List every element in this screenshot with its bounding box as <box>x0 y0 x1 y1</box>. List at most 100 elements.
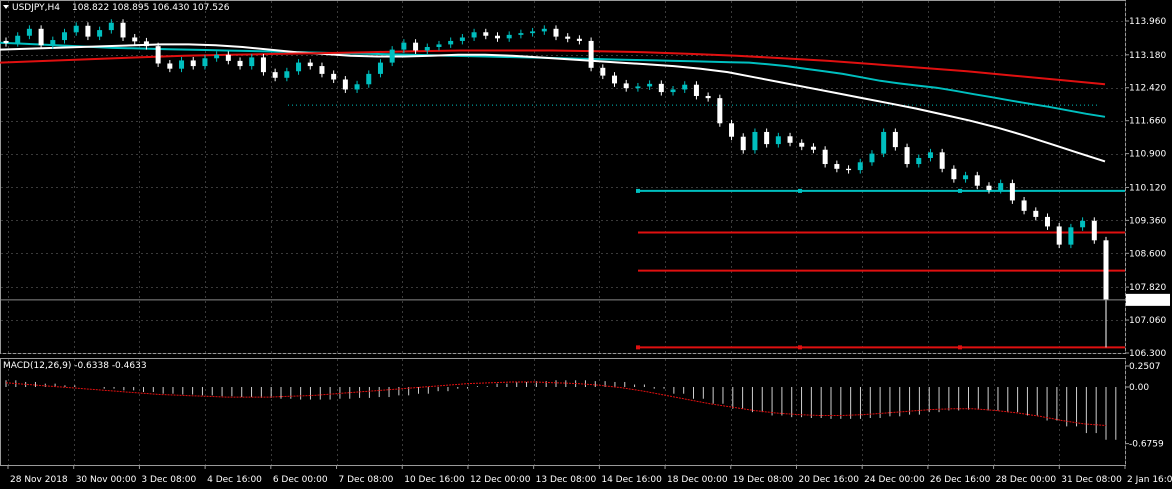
last-price-label: 107.526 <box>1128 296 1165 306</box>
x-tick-label: 26 Dec 16:00 <box>930 475 991 485</box>
x-tick-label: 7 Dec 08:00 <box>339 475 394 485</box>
last-price-box <box>1126 293 1170 306</box>
ma-line-2 <box>0 43 1106 163</box>
candle-body <box>225 54 231 61</box>
x-tick-label: 19 Dec 08:00 <box>733 475 794 485</box>
candle-body <box>787 136 793 143</box>
candle-body <box>623 83 629 89</box>
candle-body <box>986 185 992 191</box>
y-tick-label: 108.600 <box>1129 249 1166 259</box>
candle-body <box>26 28 32 36</box>
candle-body <box>448 40 454 45</box>
macd-y-label: 0.2507 <box>1129 362 1161 372</box>
candle-body <box>237 60 243 67</box>
x-tick-label: 6 Dec 00:00 <box>273 475 328 485</box>
candle-body <box>389 49 395 63</box>
candle-body <box>202 58 208 67</box>
candle-body <box>1021 200 1027 211</box>
candle-body <box>1033 210 1039 217</box>
candle-body <box>471 32 477 38</box>
candle-body <box>296 62 302 72</box>
y-tick-label: 113.180 <box>1129 51 1166 61</box>
candle-body <box>179 60 185 69</box>
candle-body <box>1080 220 1086 228</box>
candle-body <box>764 131 770 145</box>
candle-body <box>436 44 442 48</box>
macd-title: MACD(12,26,9) -0.6338 -0.4633 <box>3 361 147 371</box>
candle-body <box>249 57 255 67</box>
candle-body <box>775 136 781 145</box>
candle-body <box>951 168 957 180</box>
candle-body <box>155 46 161 64</box>
level-handle[interactable] <box>958 188 962 193</box>
candle-body <box>413 42 419 51</box>
candle-body <box>459 37 465 41</box>
y-tick-label: 112.420 <box>1129 84 1166 94</box>
level-handle[interactable] <box>958 345 962 350</box>
x-tick-label: 18 Dec 00:00 <box>667 475 728 485</box>
candle-body <box>132 37 138 42</box>
candle-body <box>85 25 91 37</box>
candle-body <box>846 168 852 171</box>
candle-body <box>1091 220 1097 241</box>
candle-body <box>810 146 816 150</box>
level-handle[interactable] <box>798 345 802 350</box>
x-tick-label: 10 Dec 16:00 <box>404 475 465 485</box>
candle-body <box>541 28 547 32</box>
candle-body <box>1103 240 1109 300</box>
macd-y-label: 0.00 <box>1129 383 1149 393</box>
candle-body <box>120 22 126 38</box>
macd-plot-frame <box>0 358 1126 466</box>
candle-body <box>73 25 79 33</box>
candle-body <box>799 142 805 147</box>
macd-y-label: -0.6759 <box>1129 440 1164 450</box>
candle-body <box>939 152 945 169</box>
y-tick-label: 110.120 <box>1129 183 1166 193</box>
symbol-title: USDJPY,H4 <box>12 3 60 13</box>
candle-body <box>822 149 828 165</box>
candle-body <box>612 75 618 84</box>
candle-body <box>927 152 933 158</box>
candle-body <box>494 35 500 39</box>
candle-body <box>892 131 898 148</box>
macd-signal-line <box>5 381 1107 426</box>
ma-line-1 <box>0 41 1106 118</box>
level-handle[interactable] <box>636 188 640 193</box>
candle-body <box>3 40 9 44</box>
candle-body <box>834 164 840 169</box>
candle-body <box>401 42 407 50</box>
candle-body <box>1009 183 1015 201</box>
x-tick-label: 2 Jan 16:00 <box>1127 475 1172 485</box>
candle-body <box>647 83 653 87</box>
level-handle[interactable] <box>798 188 802 193</box>
candle-body <box>319 66 325 74</box>
candle-body <box>600 67 606 76</box>
x-tick-label: 30 Nov 00:00 <box>76 475 137 485</box>
y-tick-label: 111.660 <box>1129 117 1166 127</box>
y-tick-label: 106.300 <box>1129 349 1166 359</box>
candle-body <box>483 32 489 36</box>
y-tick-label: 110.900 <box>1129 150 1166 160</box>
y-tick-label: 109.360 <box>1129 216 1166 226</box>
candle-body <box>658 83 664 93</box>
candle-body <box>342 79 348 90</box>
candle-body <box>424 47 430 51</box>
x-tick-label: 20 Dec 16:00 <box>798 475 859 485</box>
candle-body <box>50 40 56 46</box>
level-handle[interactable] <box>636 345 640 350</box>
candle-body <box>717 98 723 124</box>
candle-body <box>693 84 699 96</box>
candle-body <box>167 63 173 69</box>
x-tick-label: 28 Nov 2018 <box>10 475 68 485</box>
candle-body <box>518 33 524 35</box>
candle-body <box>331 73 337 80</box>
candle-body <box>857 162 863 171</box>
candle-body <box>588 40 594 68</box>
candle-body <box>553 28 559 37</box>
x-tick-label: 4 Dec 16:00 <box>207 475 262 485</box>
candle-body <box>307 62 313 67</box>
candle-body <box>97 30 103 37</box>
symbol-dropdown-icon[interactable] <box>3 5 9 9</box>
